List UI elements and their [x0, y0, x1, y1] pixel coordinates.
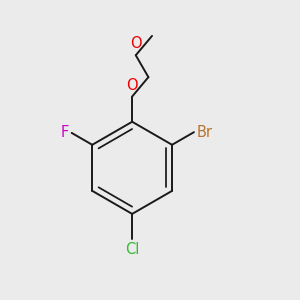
Text: F: F [61, 125, 69, 140]
Text: O: O [130, 36, 142, 51]
Text: O: O [126, 78, 138, 93]
Text: Br: Br [196, 125, 212, 140]
Text: Cl: Cl [125, 242, 140, 257]
